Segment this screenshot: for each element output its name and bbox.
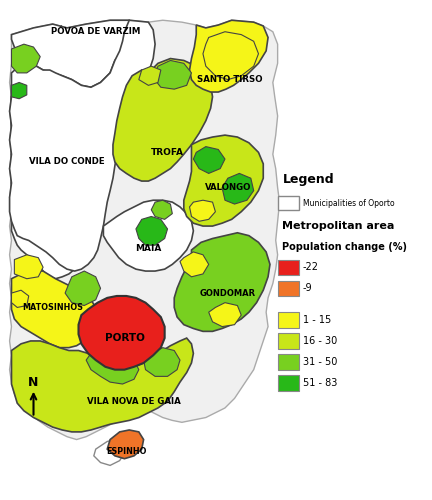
Bar bbox=[278, 334, 299, 348]
Polygon shape bbox=[14, 255, 43, 278]
Bar bbox=[278, 312, 299, 328]
Text: ESPINHO: ESPINHO bbox=[106, 446, 146, 456]
Polygon shape bbox=[12, 338, 194, 432]
Text: -9: -9 bbox=[302, 284, 312, 294]
Text: 16 - 30: 16 - 30 bbox=[302, 336, 337, 346]
Polygon shape bbox=[65, 271, 101, 306]
Polygon shape bbox=[103, 200, 194, 271]
Polygon shape bbox=[12, 290, 29, 308]
Text: Metropolitan area: Metropolitan area bbox=[283, 222, 395, 232]
Polygon shape bbox=[10, 20, 155, 271]
Polygon shape bbox=[12, 44, 40, 73]
Polygon shape bbox=[12, 82, 27, 98]
Text: PÓVOA DE VARZIM: PÓVOA DE VARZIM bbox=[51, 27, 140, 36]
Polygon shape bbox=[203, 32, 258, 80]
Polygon shape bbox=[10, 20, 280, 440]
Polygon shape bbox=[209, 302, 241, 326]
Polygon shape bbox=[153, 60, 191, 89]
Text: MAIA: MAIA bbox=[135, 244, 162, 252]
Polygon shape bbox=[180, 252, 209, 277]
Polygon shape bbox=[190, 200, 216, 222]
Polygon shape bbox=[151, 200, 172, 220]
Text: VILA DO CONDE: VILA DO CONDE bbox=[29, 158, 105, 166]
Text: MATOSINHOS: MATOSINHOS bbox=[22, 303, 83, 312]
Text: SANTO TIRSO: SANTO TIRSO bbox=[197, 75, 263, 84]
Text: Legend: Legend bbox=[283, 174, 334, 186]
Text: N: N bbox=[29, 376, 39, 388]
Polygon shape bbox=[12, 82, 79, 278]
Bar bbox=[278, 354, 299, 370]
Polygon shape bbox=[94, 440, 124, 466]
Text: Municipalities of Oporto: Municipalities of Oporto bbox=[302, 198, 394, 207]
Polygon shape bbox=[79, 296, 165, 370]
Text: 31 - 50: 31 - 50 bbox=[302, 357, 337, 367]
Text: VALONGO: VALONGO bbox=[205, 184, 251, 192]
Bar bbox=[278, 260, 299, 275]
Text: Population change (%): Population change (%) bbox=[283, 242, 407, 252]
Text: PORTO: PORTO bbox=[105, 333, 144, 343]
Bar bbox=[278, 280, 299, 296]
Polygon shape bbox=[222, 174, 254, 204]
Text: GONDOMAR: GONDOMAR bbox=[200, 288, 256, 298]
Polygon shape bbox=[136, 216, 168, 245]
Polygon shape bbox=[113, 58, 213, 181]
Text: 1 - 15: 1 - 15 bbox=[302, 315, 331, 325]
Bar bbox=[278, 376, 299, 390]
Polygon shape bbox=[194, 146, 225, 174]
Bar bbox=[278, 196, 299, 210]
Text: TROFA: TROFA bbox=[151, 148, 184, 157]
Polygon shape bbox=[174, 233, 270, 332]
Text: 51 - 83: 51 - 83 bbox=[302, 378, 337, 388]
Polygon shape bbox=[107, 430, 143, 458]
Polygon shape bbox=[139, 66, 161, 86]
Polygon shape bbox=[12, 271, 98, 347]
Polygon shape bbox=[190, 20, 268, 92]
Text: VILA NOVA DE GAIA: VILA NOVA DE GAIA bbox=[87, 397, 181, 406]
Polygon shape bbox=[12, 20, 134, 87]
Polygon shape bbox=[86, 348, 139, 384]
Polygon shape bbox=[143, 348, 180, 376]
Polygon shape bbox=[184, 135, 263, 226]
Text: -22: -22 bbox=[302, 262, 318, 272]
